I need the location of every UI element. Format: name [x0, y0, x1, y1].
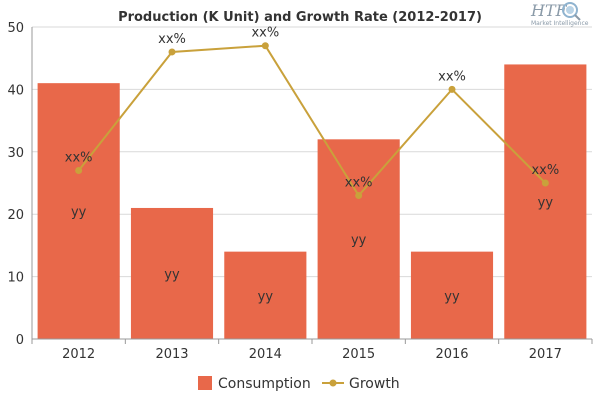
growth-data-label: xx%	[345, 175, 373, 190]
growth-data-label: xx%	[251, 26, 279, 41]
bar	[224, 251, 307, 339]
bar-data-label: yy	[351, 233, 367, 248]
y-tick-label: 50	[7, 21, 24, 36]
bar-data-label: yy	[164, 267, 180, 282]
x-tick-label: 2016	[435, 347, 468, 362]
bar-labels: yy yy yy yy yy yy	[71, 196, 553, 305]
x-tick-label: 2012	[62, 347, 95, 362]
growth-data-label: xx%	[438, 69, 466, 84]
growth-point	[541, 179, 549, 187]
bar-data-label: yy	[71, 205, 87, 220]
line-labels: xx% xx% xx% xx% xx% xx%	[65, 26, 559, 191]
line-series	[75, 42, 549, 199]
growth-point	[261, 42, 269, 50]
legend-label-consumption: Consumption	[218, 376, 311, 392]
bar-data-label: yy	[538, 196, 554, 211]
y-tick-label: 30	[7, 146, 24, 161]
bar	[410, 251, 494, 339]
y-tick-label: 40	[7, 83, 24, 98]
bar-series	[37, 64, 587, 339]
bar	[37, 83, 120, 339]
growth-data-label: xx%	[158, 32, 186, 47]
x-tick-label: 2013	[155, 347, 188, 362]
x-axis: 2012 2013 2014 2015 2016 2017	[31, 338, 593, 362]
legend-label-growth: Growth	[349, 376, 400, 392]
growth-line	[77, 44, 547, 198]
bar-data-label: yy	[444, 289, 460, 304]
legend-swatch-consumption	[198, 376, 212, 390]
legend-swatch-growth-point	[329, 379, 337, 387]
x-tick-label: 2014	[249, 347, 282, 362]
y-tick-label: 0	[16, 333, 24, 348]
magnifier-globe-icon	[562, 2, 581, 21]
y-tick-label: 20	[7, 208, 24, 223]
bar	[130, 207, 214, 339]
chart-title: Production (K Unit) and Growth Rate (201…	[118, 10, 482, 25]
growth-data-label: xx%	[65, 151, 93, 166]
growth-point	[355, 191, 363, 199]
bar	[317, 139, 400, 339]
htf-logo: HTF Market Intelligence	[530, 1, 589, 27]
bar-data-label: yy	[258, 289, 274, 304]
y-tick-label: 10	[7, 271, 24, 286]
x-tick-label: 2015	[342, 347, 375, 362]
y-axis: 0 10 20 30 40 50	[7, 21, 33, 348]
growth-data-label: xx%	[531, 163, 559, 178]
logo-text: HTF	[530, 1, 568, 20]
legend: Consumption Growth	[198, 376, 400, 392]
logo-subtext: Market Intelligence	[531, 20, 589, 27]
bar	[504, 64, 587, 339]
growth-point	[168, 48, 176, 56]
x-tick-label: 2017	[529, 347, 562, 362]
growth-point	[448, 85, 456, 93]
growth-point	[75, 167, 83, 175]
